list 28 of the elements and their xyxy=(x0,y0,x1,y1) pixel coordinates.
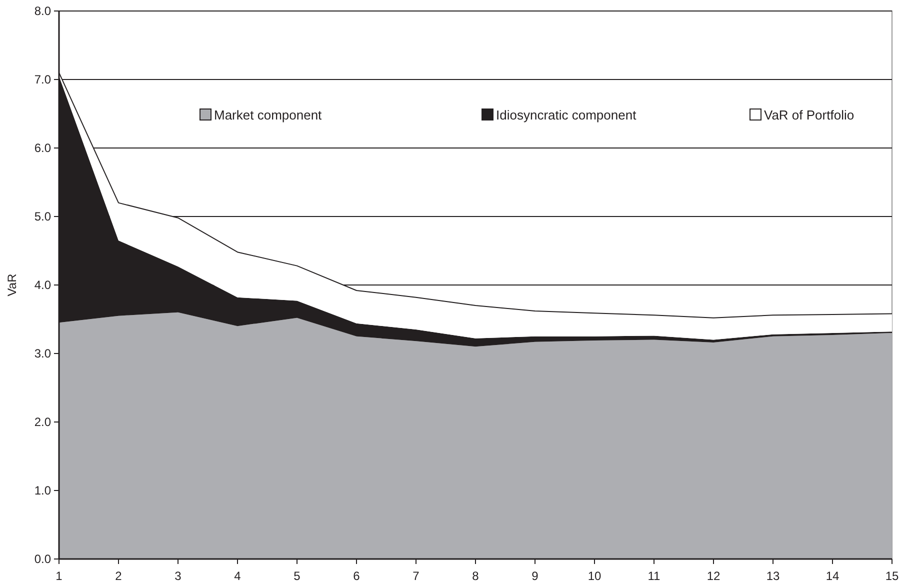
y-tick-label: 2.0 xyxy=(34,415,52,430)
x-tick-label: 2 xyxy=(115,569,122,583)
x-tick-label: 15 xyxy=(885,569,899,583)
y-tick-label: 6.0 xyxy=(34,141,52,156)
x-tick-label: 4 xyxy=(234,569,242,583)
y-tick-label: 4.0 xyxy=(34,278,52,292)
x-tick-label: 10 xyxy=(588,569,602,583)
x-tick-label: 8 xyxy=(472,569,480,583)
x-tick-label: 1 xyxy=(56,569,63,583)
y-tick-label: 1.0 xyxy=(34,484,52,498)
y-axis-title: VaR xyxy=(5,273,19,296)
y-tick-label: 5.0 xyxy=(34,210,52,224)
y-tick-label: 8.0 xyxy=(34,4,52,18)
x-tick-label: 11 xyxy=(648,569,661,583)
x-tick-label: 9 xyxy=(532,569,539,583)
y-tick-label: 0.0 xyxy=(34,552,52,566)
x-tick-label: 6 xyxy=(353,569,360,583)
x-tick-label: 14 xyxy=(826,569,840,583)
x-tick-label: 12 xyxy=(706,569,720,583)
legend-label: VaR of Portfolio xyxy=(764,108,854,123)
x-tick-label: 13 xyxy=(766,569,780,583)
legend-label: Market component xyxy=(214,108,322,123)
x-tick-label: 3 xyxy=(174,569,182,583)
x-tick-label: 7 xyxy=(412,569,420,583)
legend-label: Idiosyncratic component xyxy=(496,108,637,123)
y-tick-label: 3.0 xyxy=(34,346,52,361)
y-tick-label: 7.0 xyxy=(34,72,52,87)
x-tick-label: 5 xyxy=(294,569,301,583)
